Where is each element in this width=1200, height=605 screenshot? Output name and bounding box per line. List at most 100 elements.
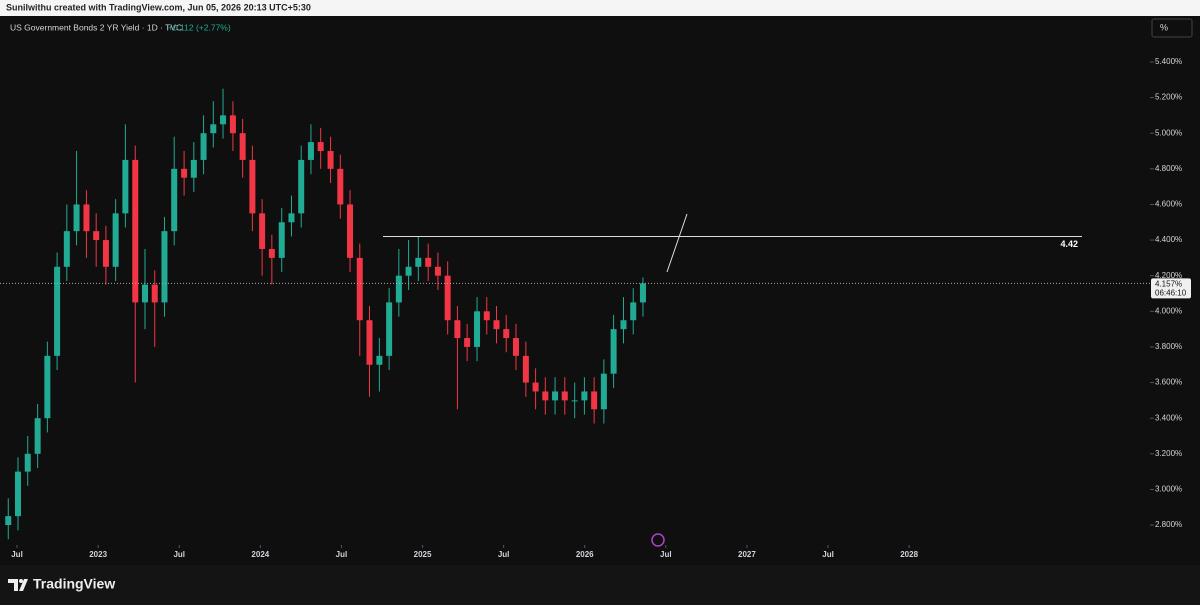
- x-tick-label: Jul: [660, 550, 672, 559]
- candle-body: [278, 222, 285, 258]
- brand-logo: [8, 579, 28, 591]
- candle-body: [15, 471, 22, 517]
- footer-bar: [0, 565, 1200, 605]
- x-tick-label: Jul: [336, 550, 348, 559]
- candle-body: [366, 320, 373, 365]
- header-bar: [0, 0, 1200, 16]
- candle-body: [63, 231, 70, 267]
- candle-body: [386, 302, 393, 356]
- candle-body: [93, 231, 100, 241]
- trend-line: [666, 213, 688, 273]
- x-tick-label: Jul: [173, 550, 185, 559]
- candle-body: [34, 418, 41, 454]
- candle-body: [132, 159, 139, 303]
- candle-body: [171, 168, 178, 232]
- y-tick-label: 2.800%: [1155, 520, 1182, 529]
- candle-body: [454, 320, 461, 339]
- candle-body: [200, 133, 207, 160]
- candle-body: [249, 159, 256, 214]
- last-price-box: [1151, 278, 1191, 299]
- x-tick-label: Jul: [822, 550, 834, 559]
- candle-body: [610, 329, 617, 374]
- y-tick-label: 5.000%: [1155, 128, 1182, 137]
- candle-body: [317, 142, 324, 152]
- plot: 2.800% 3.000% 3.200% 3.400% 3.600% 3.800% 4.00…: [0, 57, 1191, 559]
- candle-body: [190, 159, 197, 178]
- y-tick-label: 3.400%: [1155, 413, 1182, 422]
- candle-body: [571, 400, 578, 402]
- candle-body: [542, 391, 549, 401]
- candle-body: [405, 266, 412, 276]
- y-tick-label: 4.600%: [1155, 200, 1182, 209]
- candle-body: [44, 355, 51, 419]
- candle-body: [210, 124, 217, 134]
- last-price-label: 4.157%: [1155, 279, 1182, 288]
- x-tick-label: 2025: [414, 550, 432, 559]
- candle-body: [161, 231, 168, 303]
- series-title: US Government Bonds 2 YR Yield · 1D · TV…: [10, 22, 182, 32]
- candle-body: [532, 382, 539, 392]
- scale-button-label[interactable]: %: [1160, 22, 1168, 32]
- candle-body: [5, 516, 12, 526]
- candle-body: [561, 391, 568, 401]
- candle-body: [220, 115, 227, 125]
- candle-body: [444, 275, 451, 321]
- candle-body: [337, 168, 344, 205]
- x-tick-label: 2023: [89, 550, 107, 559]
- candle-body: [464, 338, 471, 347]
- candle-body: [102, 240, 109, 267]
- candle-body: [347, 204, 354, 258]
- x-tick-label: 2024: [251, 550, 269, 559]
- chart-area: [0, 16, 1200, 565]
- x-tick-label: Jul: [11, 550, 23, 559]
- horizontal-line-label: 4.42: [1060, 239, 1078, 249]
- y-tick-label: 5.200%: [1155, 93, 1182, 102]
- change-text: +0.112 (+2.77%): [168, 22, 231, 32]
- y-tick-label: 3.000%: [1155, 485, 1182, 494]
- header-text: Sunilwithu created with TradingView.com,…: [6, 2, 311, 12]
- countdown: 06:46:10: [1155, 288, 1187, 297]
- candle-body: [307, 142, 314, 160]
- candle-body: [522, 355, 529, 383]
- candle-body: [298, 159, 305, 214]
- candle-body: [483, 311, 490, 321]
- x-tick-label: 2028: [900, 550, 918, 559]
- candle-body: [512, 338, 519, 356]
- x-tick-label: 2026: [576, 550, 594, 559]
- candle-body: [122, 159, 129, 214]
- candle-body: [425, 257, 432, 267]
- candle-body: [434, 266, 441, 276]
- brand-name: TradingView: [33, 576, 115, 592]
- candle-body: [24, 453, 31, 472]
- candle-body: [259, 213, 266, 249]
- candle-body: [54, 266, 61, 356]
- candle-body: [639, 283, 646, 303]
- candle-body: [474, 311, 481, 347]
- candle-body: [83, 204, 90, 232]
- candle-body: [630, 302, 637, 321]
- candle-body: [415, 257, 422, 267]
- candle-body: [151, 284, 158, 303]
- candle-body: [620, 320, 627, 330]
- y-tick-label: 5.400%: [1155, 57, 1182, 66]
- x-tick-label: 2027: [738, 550, 756, 559]
- candle-body: [395, 275, 402, 303]
- y-tick-label: 3.600%: [1155, 378, 1182, 387]
- candle-body: [376, 355, 383, 365]
- y-tick-label: 4.000%: [1155, 306, 1182, 315]
- candle-body: [552, 391, 559, 401]
- candle-body: [493, 320, 500, 330]
- event-icon: [651, 533, 665, 547]
- candle-body: [327, 151, 334, 169]
- candle-body: [600, 373, 607, 410]
- candle-body: [356, 257, 363, 321]
- candle-body: [73, 204, 80, 232]
- x-tick-label: Jul: [498, 550, 510, 559]
- scale-button[interactable]: [1151, 18, 1193, 38]
- candle-body: [503, 329, 510, 339]
- candle-body: [288, 213, 295, 223]
- y-tick-label: 4.400%: [1155, 235, 1182, 244]
- candle-body: [229, 115, 236, 134]
- y-tick-label: 3.200%: [1155, 449, 1182, 458]
